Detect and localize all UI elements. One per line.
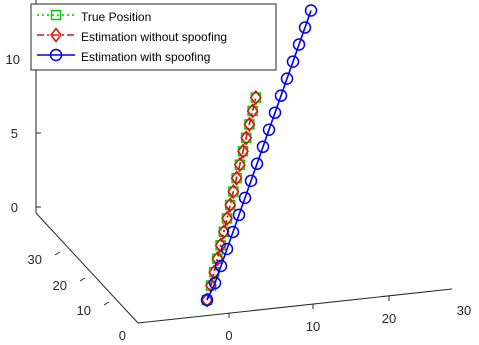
axes-group: 0 5 10 30 20 10 0 0 10 20 30: [6, 0, 471, 343]
legend-label-estimation-with-spoofing: Estimation with spoofing: [81, 50, 210, 64]
series-2-point-0: [200, 293, 214, 307]
x-axis-line: [137, 288, 453, 324]
legend-box: [30, 3, 277, 71]
series-1-point-15: [249, 89, 262, 106]
series-1-point-8: [227, 183, 240, 200]
series-1-point-14: [246, 103, 259, 119]
y-tick-label-0: 0: [119, 328, 126, 343]
y-tick-30: [54, 251, 61, 256]
series-1-point-0: [201, 292, 213, 308]
series-2-point-6: [238, 191, 252, 205]
y-tick-label-30: 30: [28, 252, 42, 267]
y-tick-label-10: 10: [77, 303, 91, 318]
series-1-point-9: [230, 170, 243, 186]
y-tick-10: [103, 301, 110, 306]
series-2-point-11: [268, 106, 282, 119]
series-1-point-10: [233, 156, 246, 173]
legend-label-estimation-without-spoofing: Estimation without spoofing: [81, 30, 227, 44]
series-2-point-7: [244, 174, 258, 188]
legend: True Position Estimation without spoofin…: [30, 3, 277, 71]
series-2-point-10: [262, 123, 276, 136]
legend-marker-1: [50, 27, 62, 43]
series-1-point-7: [224, 197, 237, 213]
series-line-1: [206, 97, 257, 301]
series-1-point-6: [221, 210, 233, 227]
legend-label-true-position: True Position: [81, 10, 151, 24]
series-1-point-3: [211, 250, 224, 267]
series-1-point-11: [237, 143, 249, 159]
series-2-point-16: [298, 21, 312, 34]
series-1-point-5: [217, 224, 230, 240]
z-tick-label-0: 0: [11, 200, 18, 215]
series-1-point-12: [240, 130, 253, 146]
series-2-point-9: [256, 140, 270, 154]
series-1-point-13: [243, 116, 256, 133]
z-tick-label-10: 10: [6, 52, 20, 67]
series-layer: [200, 4, 318, 308]
x-tick-label-10: 10: [306, 319, 320, 334]
series-2-point-8: [250, 157, 264, 171]
series-2-point-17: [304, 4, 318, 17]
series-line-2: [206, 10, 312, 301]
y-tick-label-20: 20: [53, 278, 67, 293]
series-2-point-2: [214, 259, 228, 273]
x-tick-label-0: 0: [225, 328, 232, 343]
series-2-point-3: [220, 242, 234, 256]
y-axis-line: [35, 212, 139, 324]
x-tick-label-30: 30: [457, 303, 471, 318]
x-tick-label-20: 20: [382, 311, 396, 326]
z-tick-label-5: 5: [11, 126, 18, 141]
series-2-point-12: [274, 89, 288, 102]
legend-marker-2: [49, 48, 63, 62]
series-2-point-13: [280, 72, 294, 85]
series-2-point-1: [208, 276, 222, 290]
series-1-point-4: [214, 237, 227, 253]
y-tick-20: [79, 277, 86, 282]
series-2-point-15: [292, 38, 306, 51]
series-2-point-4: [226, 225, 240, 239]
series-2-point-5: [232, 208, 246, 222]
series-2-point-14: [286, 55, 300, 68]
legend-marker-0: [50, 9, 62, 21]
